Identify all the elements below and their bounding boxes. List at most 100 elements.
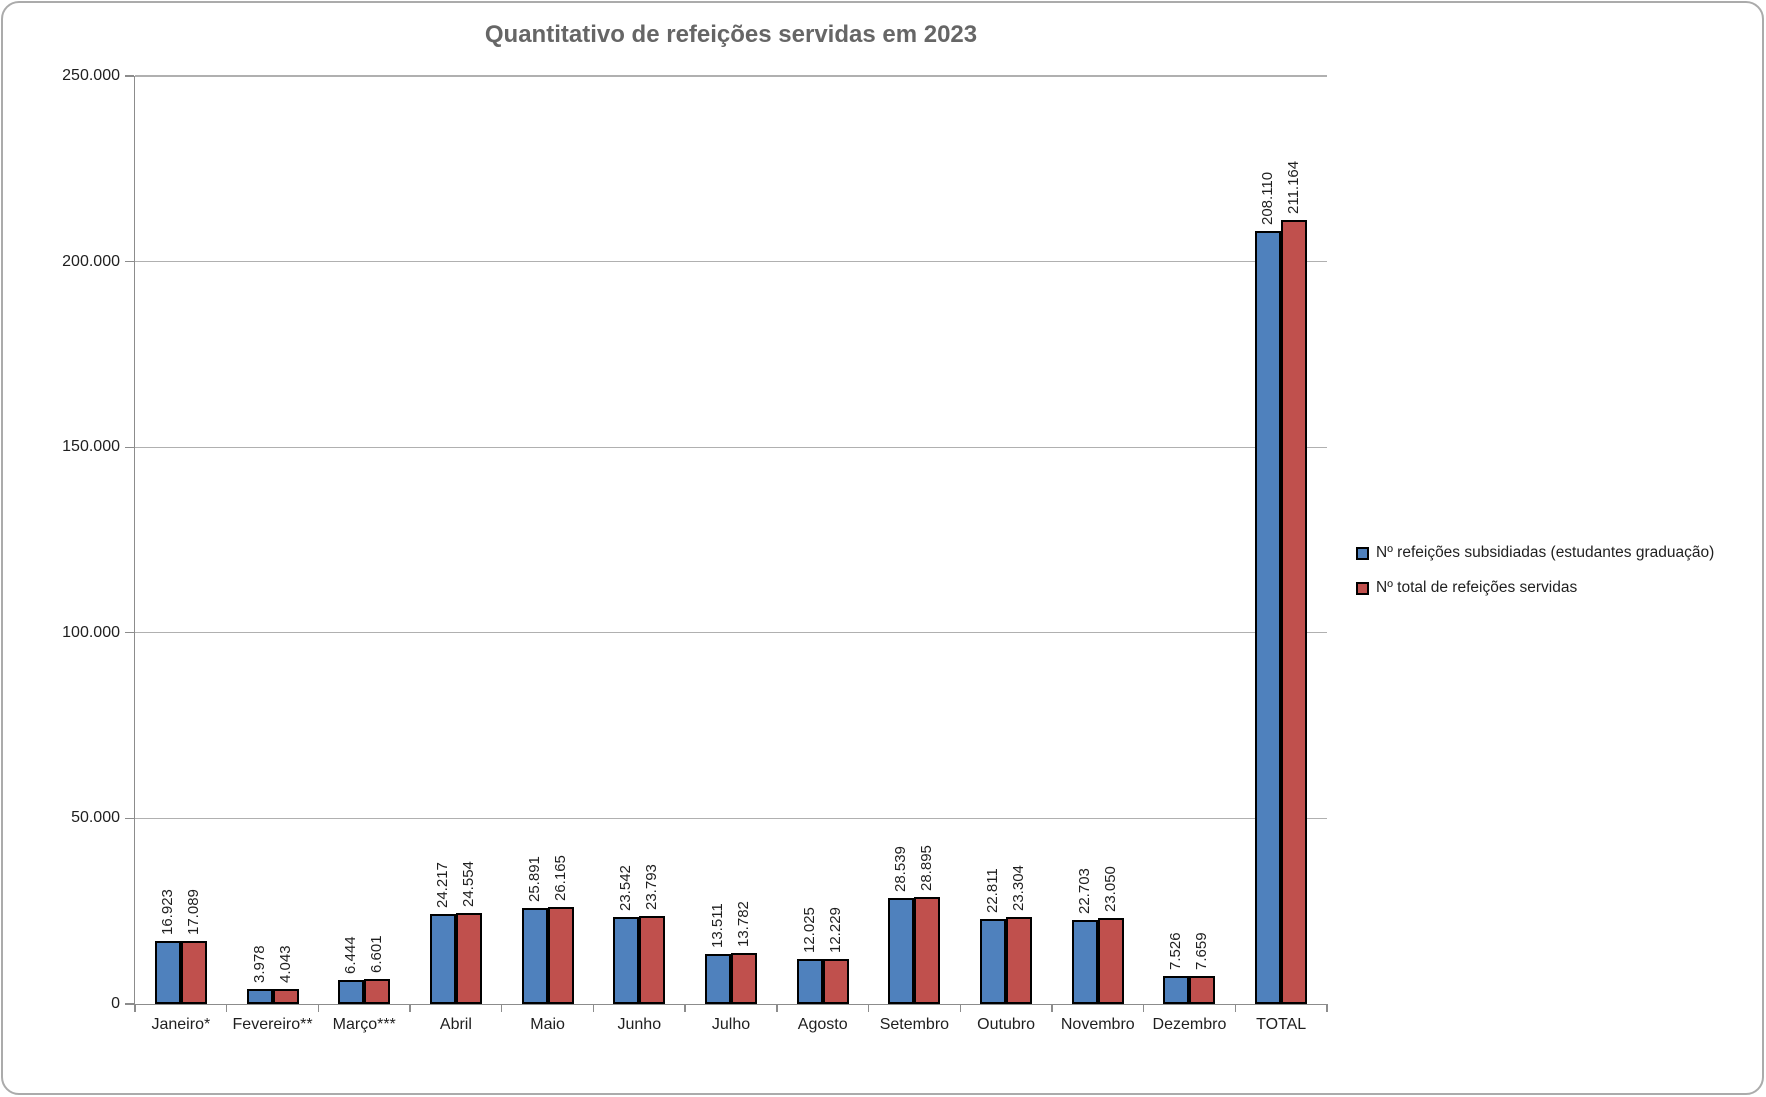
- bar: [1097, 918, 1124, 1004]
- x-axis-category-label: Maio: [530, 1016, 565, 1033]
- x-axis-category-label: Janeiro*: [151, 1016, 211, 1033]
- legend-label-total: Nº total de refeições servidas: [1376, 579, 1578, 596]
- legend: Nº refeições subsidiadas (estudantes gra…: [1356, 543, 1714, 613]
- y-axis-tick: [125, 817, 134, 820]
- x-axis-tick: [776, 1004, 778, 1012]
- y-axis-tick-label: 200.000: [62, 252, 120, 270]
- data-label: 28.539: [892, 846, 910, 892]
- y-axis-tick-label: 150.000: [62, 438, 120, 456]
- data-label: 17.089: [184, 889, 202, 935]
- data-label: 25.891: [525, 856, 543, 902]
- bar: [338, 980, 365, 1004]
- x-axis-tick: [867, 1004, 870, 1012]
- bar: [613, 917, 640, 1004]
- y-axis-tick-label: 250.000: [62, 67, 120, 84]
- x-axis-tick: [1326, 1004, 1328, 1012]
- bar: [1071, 920, 1098, 1004]
- x-axis-category-label: Outubro: [977, 1016, 1035, 1033]
- bar: [521, 908, 548, 1004]
- y-axis-tick-label: 50.000: [71, 809, 120, 827]
- bar: [429, 914, 456, 1004]
- x-axis-category-label: TOTAL: [1256, 1016, 1307, 1033]
- chart-title: Quantitativo de refeições servidas em 20…: [484, 21, 978, 48]
- bar: [914, 897, 941, 1004]
- x-axis-category-label: Junho: [617, 1016, 662, 1033]
- data-label: 28.895: [918, 845, 936, 891]
- x-axis-category-label: Novembro: [1060, 1016, 1135, 1033]
- x-axis-tick: [959, 1004, 961, 1012]
- x-axis-category-label: Fevereiro**: [232, 1016, 313, 1033]
- data-label: 3.978: [250, 945, 268, 983]
- data-label: 208.110: [1259, 171, 1277, 225]
- bar: [455, 913, 482, 1004]
- data-label: 7.659: [1193, 932, 1211, 970]
- gridline: [135, 817, 1327, 820]
- y-axis-tick-label: 0: [111, 995, 120, 1012]
- bar: [364, 979, 391, 1004]
- data-label: 23.050: [1101, 866, 1119, 912]
- x-axis-tick: [501, 1004, 503, 1012]
- x-axis-category-label: Agosto: [797, 1016, 848, 1033]
- x-axis-tick: [1142, 1004, 1145, 1012]
- data-label: 23.542: [617, 865, 635, 911]
- bar: [1163, 976, 1190, 1004]
- y-axis-tick: [125, 260, 134, 263]
- x-axis-tick: [1051, 1004, 1053, 1012]
- data-label: 12.229: [826, 907, 844, 953]
- bar: [796, 959, 823, 1004]
- bar: [547, 907, 574, 1004]
- data-label: 24.554: [459, 861, 477, 907]
- x-axis-line: [135, 1004, 1327, 1006]
- data-label: 26.165: [551, 855, 569, 901]
- data-label: 6.444: [342, 936, 360, 974]
- legend-marker-blue-square: [1356, 546, 1369, 560]
- gridline: [135, 632, 1327, 634]
- bar: [705, 954, 731, 1004]
- x-axis-category-label: Dezembro: [1152, 1016, 1227, 1033]
- y-axis-tick-label: 100.000: [62, 623, 120, 641]
- data-label: 13.782: [735, 901, 752, 947]
- data-label: 16.923: [158, 889, 176, 935]
- x-axis-tick: [684, 1004, 686, 1012]
- gridline: [135, 75, 1327, 77]
- data-label: 211.164: [1285, 160, 1303, 214]
- y-axis-tick: [125, 446, 134, 448]
- y-axis-tick: [125, 1003, 134, 1005]
- x-axis-category-label: Abril: [439, 1016, 472, 1033]
- x-axis-tick: [134, 1004, 136, 1012]
- bar: [1255, 231, 1282, 1004]
- data-label: 24.217: [433, 862, 451, 908]
- bar: [272, 989, 299, 1004]
- legend-marker-red-square: [1356, 581, 1369, 595]
- data-label: 12.025: [800, 907, 818, 953]
- x-axis-category-label: Março***: [332, 1016, 396, 1033]
- data-label: 6.601: [368, 935, 386, 973]
- bar: [639, 916, 666, 1004]
- bar: [246, 989, 273, 1004]
- bar: [888, 898, 915, 1004]
- x-axis-tick: [225, 1004, 228, 1012]
- legend-label-subsidiadas: Nº refeições subsidiadas (estudantes gra…: [1376, 544, 1715, 561]
- y-axis-tick: [125, 632, 134, 634]
- data-label: 23.793: [643, 864, 661, 910]
- data-label: 13.511: [709, 903, 726, 948]
- x-axis-category-label: Julho: [711, 1016, 751, 1033]
- x-axis-tick: [1234, 1004, 1236, 1012]
- bar: [1006, 917, 1033, 1004]
- x-axis-tick: [592, 1004, 595, 1012]
- bar: [822, 959, 849, 1004]
- data-label: 23.304: [1010, 865, 1028, 911]
- bar: [1189, 976, 1216, 1004]
- data-label: 4.043: [276, 945, 294, 983]
- data-label: 22.703: [1075, 868, 1093, 914]
- bar: [980, 919, 1007, 1004]
- legend-item-total: Nº total de refeições servidas: [1356, 578, 1714, 598]
- bar: [731, 953, 757, 1004]
- bar: [154, 941, 181, 1004]
- bar: [1281, 220, 1308, 1004]
- data-label: 7.526: [1167, 932, 1185, 970]
- x-axis-category-label: Setembro: [879, 1016, 950, 1033]
- gridline: [135, 446, 1327, 448]
- x-axis-tick: [317, 1004, 320, 1012]
